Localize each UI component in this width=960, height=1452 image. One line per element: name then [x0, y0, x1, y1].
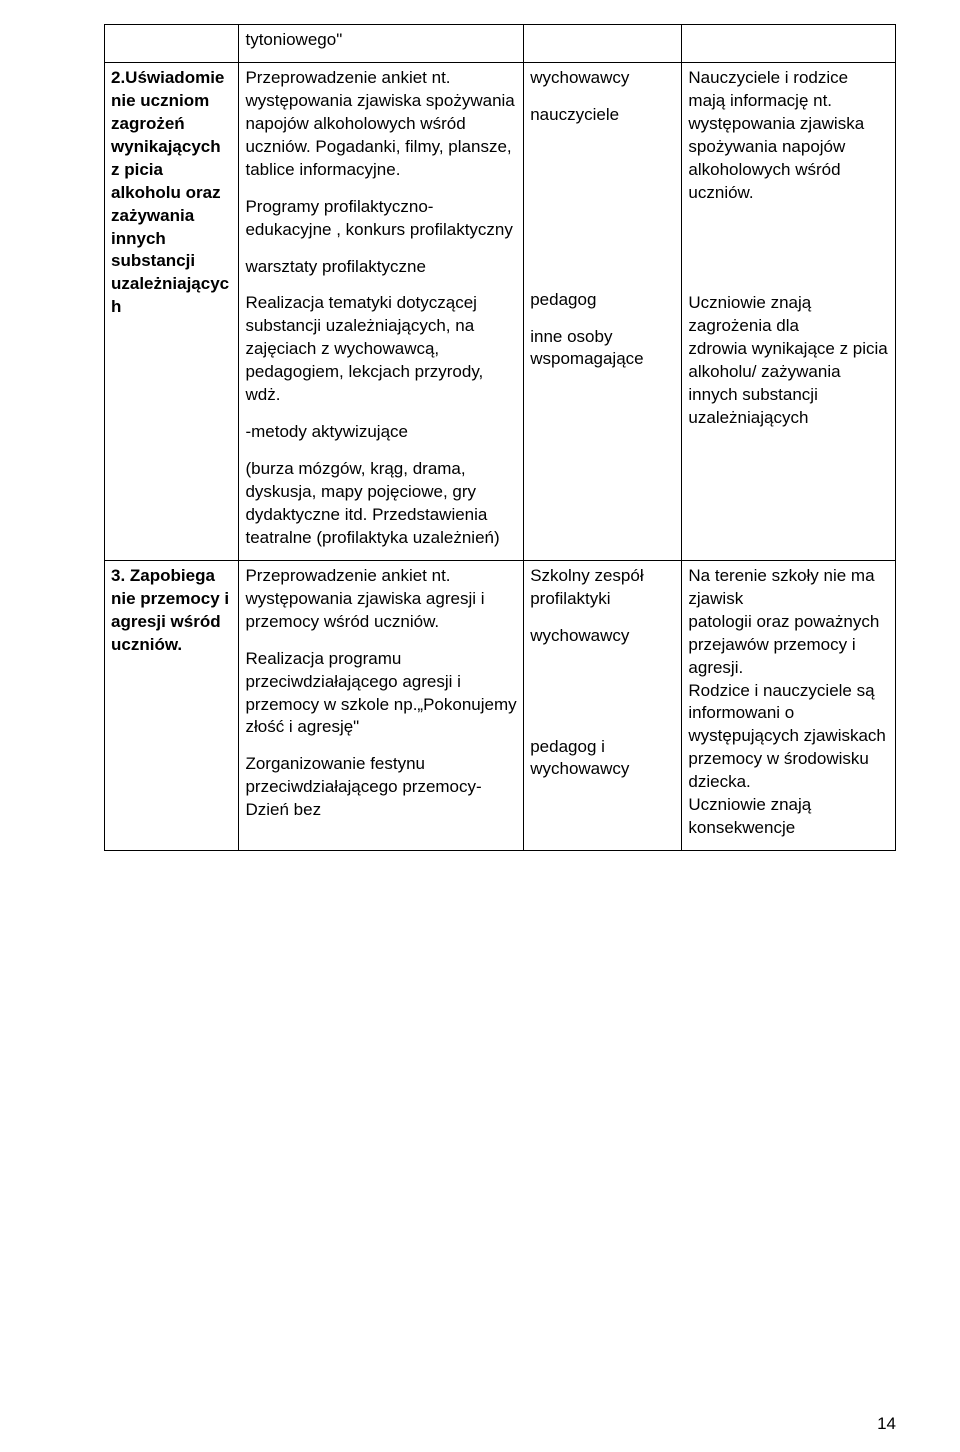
cell-col1 [105, 25, 239, 63]
cell-col1: 3. Zapobiega nie przemocy i agresji wśró… [105, 560, 239, 850]
paragraph: Realizacja tematyki dotyczącej substancj… [245, 292, 517, 407]
table-row: 2.Uświadomie nie uczniom zagrożeń wynika… [105, 62, 896, 560]
paragraph [688, 219, 889, 242]
paragraph: Na terenie szkoły nie ma zjawisk patolog… [688, 565, 889, 840]
cell-col3: wychowawcy nauczyciele pedagog inne osob… [524, 62, 682, 560]
paragraph: (burza mózgów, krąg, drama, dyskusja, ma… [245, 458, 517, 550]
paragraph: pedagog [530, 289, 675, 312]
cell-col2: tytoniowego" [239, 25, 524, 63]
document-page: tytoniowego" 2.Uświadomie nie uczniom za… [0, 0, 960, 1452]
paragraph [530, 252, 675, 275]
cell-col3: Szkolny zespół profilaktyki wychowawcy p… [524, 560, 682, 850]
paragraph: Przeprowadzenie ankiet nt. występowania … [245, 565, 517, 634]
table-row: 3. Zapobiega nie przemocy i agresji wśró… [105, 560, 896, 850]
paragraph: Zorganizowanie festynu przeciwdziałające… [245, 753, 517, 822]
cell-col2: Przeprowadzenie ankiet nt. występowania … [239, 560, 524, 850]
table-row: tytoniowego" [105, 25, 896, 63]
paragraph [530, 178, 675, 201]
paragraph: warsztaty profilaktyczne [245, 256, 517, 279]
row-heading: 3. Zapobiega nie przemocy i agresji wśró… [111, 566, 229, 654]
paragraph [530, 215, 675, 238]
paragraph: Realizacja programu przeciwdziałającego … [245, 648, 517, 740]
paragraph: nauczyciele [530, 104, 675, 127]
cell-col1: 2.Uświadomie nie uczniom zagrożeń wynika… [105, 62, 239, 560]
paragraph: Nauczyciele i rodzice mają informację nt… [688, 67, 889, 205]
paragraph [688, 256, 889, 279]
paragraph: Przeprowadzenie ankiet nt. występowania … [245, 67, 517, 182]
paragraph [530, 141, 675, 164]
cell-col4: Na terenie szkoły nie ma zjawisk patolog… [682, 560, 896, 850]
cell-col4 [682, 25, 896, 63]
cell-col2: Przeprowadzenie ankiet nt. występowania … [239, 62, 524, 560]
paragraph: Uczniowie znają zagrożenia dla zdrowia w… [688, 292, 889, 430]
paragraph: pedagog i wychowawcy [530, 736, 675, 782]
paragraph: Szkolny zespół profilaktyki [530, 565, 675, 611]
paragraph: wychowawcy [530, 625, 675, 648]
cell-col4: Nauczyciele i rodzice mają informację nt… [682, 62, 896, 560]
content-table: tytoniowego" 2.Uświadomie nie uczniom za… [104, 24, 896, 851]
page-number: 14 [877, 1414, 896, 1434]
row-heading: 2.Uświadomie nie uczniom zagrożeń wynika… [111, 68, 229, 316]
paragraph [530, 699, 675, 722]
paragraph [530, 662, 675, 685]
paragraph: Programy profilaktyczno-edukacyjne , kon… [245, 196, 517, 242]
paragraph: -metody aktywizujące [245, 421, 517, 444]
paragraph: wychowawcy [530, 67, 675, 90]
cell-col3 [524, 25, 682, 63]
paragraph: inne osoby wspomagające [530, 326, 675, 372]
